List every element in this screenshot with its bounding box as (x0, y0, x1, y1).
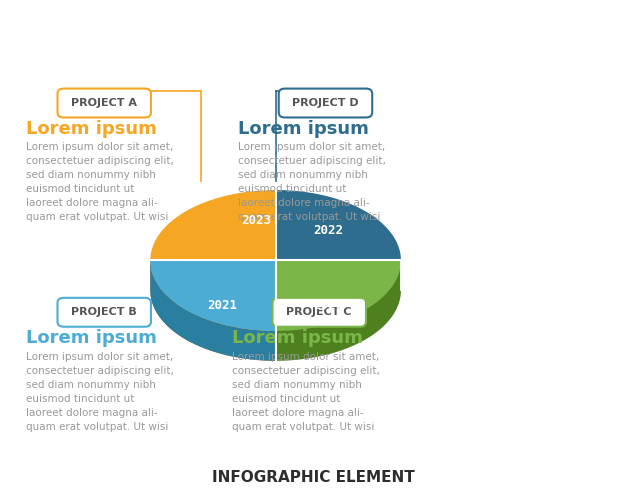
FancyBboxPatch shape (58, 89, 151, 117)
Text: Lorem ipsum dolor sit amet,
consectetuer adipiscing elit,
sed diam nonummy nibh
: Lorem ipsum dolor sit amet, consectetuer… (26, 142, 174, 222)
Text: Lorem ipsum dolor sit amet,
consectetuer adipiscing elit,
sed diam nonummy nibh
: Lorem ipsum dolor sit amet, consectetuer… (232, 352, 380, 432)
Text: 2023: 2023 (241, 213, 271, 226)
Text: PROJECT D: PROJECT D (292, 98, 359, 108)
Text: PROJECT B: PROJECT B (71, 307, 137, 317)
FancyBboxPatch shape (279, 89, 372, 117)
Polygon shape (275, 261, 400, 330)
Text: INFOGRAPHIC ELEMENT: INFOGRAPHIC ELEMENT (212, 469, 414, 484)
Text: 2020: 2020 (314, 299, 344, 312)
Polygon shape (275, 191, 400, 261)
Polygon shape (151, 261, 275, 360)
Text: PROJECT C: PROJECT C (287, 307, 352, 317)
Text: Lorem ipsum dolor sit amet,
consectetuer adipiscing elit,
sed diam nonummy nibh
: Lorem ipsum dolor sit amet, consectetuer… (26, 352, 174, 432)
Text: 2021: 2021 (208, 299, 238, 312)
Polygon shape (151, 191, 275, 330)
Text: Lorem ipsum: Lorem ipsum (232, 329, 363, 347)
Text: PROJECT A: PROJECT A (71, 98, 137, 108)
Text: Lorem ipsum dolor sit amet,
consectetuer adipiscing elit,
sed diam nonummy nibh
: Lorem ipsum dolor sit amet, consectetuer… (239, 142, 386, 222)
Text: Lorem ipsum: Lorem ipsum (26, 329, 157, 347)
Text: 2022: 2022 (314, 224, 344, 237)
Text: Lorem ipsum: Lorem ipsum (239, 120, 369, 138)
Polygon shape (275, 261, 400, 360)
FancyBboxPatch shape (58, 298, 151, 327)
Text: Lorem ipsum: Lorem ipsum (26, 120, 157, 138)
Polygon shape (151, 261, 275, 360)
Polygon shape (151, 261, 275, 330)
FancyBboxPatch shape (272, 298, 366, 327)
